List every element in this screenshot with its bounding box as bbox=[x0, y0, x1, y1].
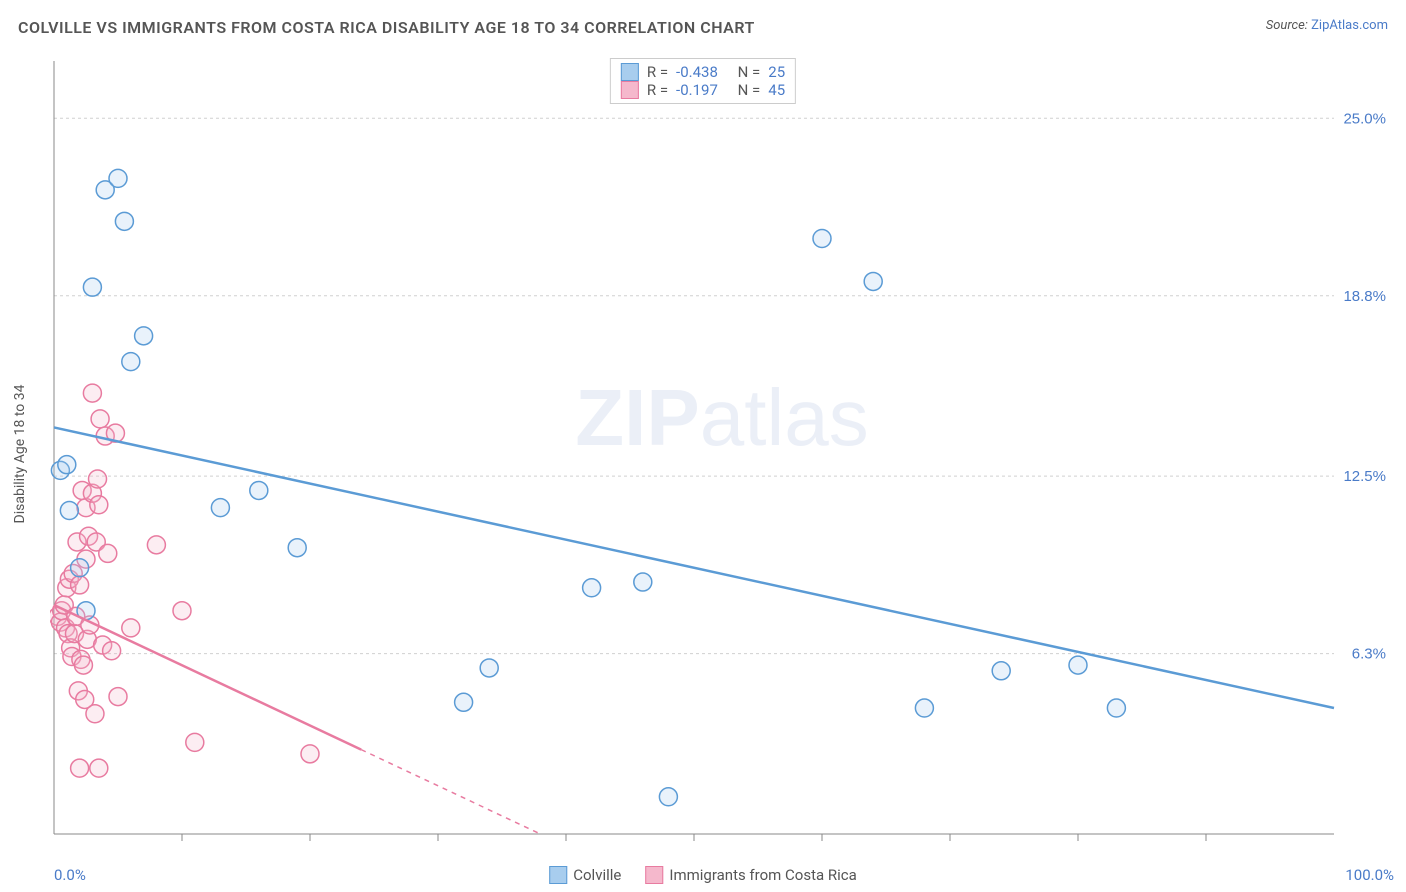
svg-text:18.8%: 18.8% bbox=[1343, 288, 1386, 305]
stats-n-label: N = bbox=[738, 81, 761, 99]
stats-n-value-1: 45 bbox=[768, 81, 785, 99]
chart-container: 6.3%12.5%18.8%25.0% ZIPatlas bbox=[50, 55, 1394, 862]
x-axis-min-label: 0.0% bbox=[54, 866, 86, 884]
stats-r-value-1: -0.197 bbox=[676, 81, 718, 99]
bottom-legend: Colville Immigrants from Costa Rica bbox=[549, 866, 857, 884]
swatch-series-1 bbox=[621, 81, 639, 99]
stats-n-label: N = bbox=[738, 63, 761, 81]
swatch-series-0 bbox=[621, 63, 639, 81]
source-prefix: Source: bbox=[1266, 18, 1311, 33]
legend-label-1: Immigrants from Costa Rica bbox=[669, 866, 856, 884]
legend-item-1: Immigrants from Costa Rica bbox=[645, 866, 856, 884]
stats-r-value-0: -0.438 bbox=[676, 63, 718, 81]
scatter-chart: 6.3% 12.5% 18.8% 25.0% bbox=[50, 55, 1394, 862]
svg-text:6.3%: 6.3% bbox=[1352, 646, 1386, 663]
chart-title: COLVILLE VS IMMIGRANTS FROM COSTA RICA D… bbox=[18, 18, 1388, 37]
legend-item-0: Colville bbox=[549, 866, 621, 884]
stats-row-series-1: R = -0.197 N = 45 bbox=[621, 81, 785, 99]
legend-swatch-0 bbox=[549, 866, 567, 884]
y-axis-label: Disability Age 18 to 34 bbox=[12, 385, 28, 524]
x-axis-max-label: 100.0% bbox=[1345, 866, 1394, 884]
svg-text:25.0%: 25.0% bbox=[1343, 110, 1386, 127]
stats-n-value-0: 25 bbox=[768, 63, 785, 81]
stats-row-series-0: R = -0.438 N = 25 bbox=[621, 63, 785, 81]
legend-label-0: Colville bbox=[573, 866, 621, 884]
source-attribution: Source: ZipAtlas.com bbox=[1266, 18, 1388, 33]
stats-r-label: R = bbox=[647, 81, 668, 99]
legend-swatch-1 bbox=[645, 866, 663, 884]
stats-r-label: R = bbox=[647, 63, 668, 81]
svg-text:12.5%: 12.5% bbox=[1343, 468, 1386, 485]
chart-header: COLVILLE VS IMMIGRANTS FROM COSTA RICA D… bbox=[18, 18, 1388, 37]
stats-legend: R = -0.438 N = 25 R = -0.197 N = 45 bbox=[610, 58, 796, 104]
source-link[interactable]: ZipAtlas.com bbox=[1311, 18, 1388, 33]
